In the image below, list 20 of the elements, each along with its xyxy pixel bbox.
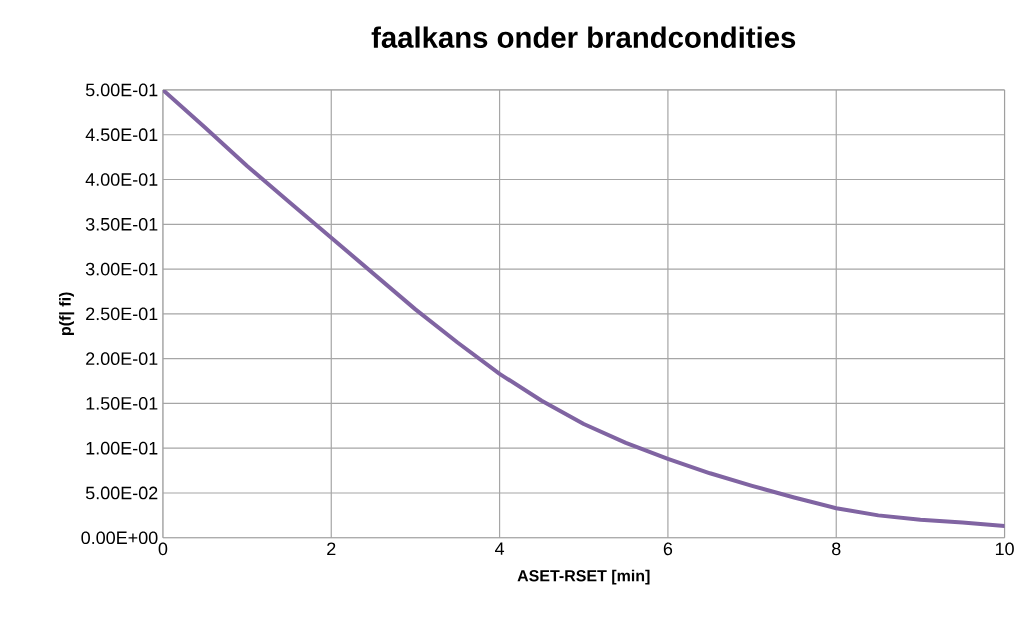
y-tick-label: 4.00E-01: [85, 173, 158, 187]
chart-title: faalkans onder brandcondities: [371, 26, 796, 49]
x-tick-label: 8: [832, 542, 841, 556]
y-tick-label: 3.50E-01: [85, 218, 158, 231]
x-tick-label: 4: [495, 542, 505, 555]
y-axis-title: p(f| fi): [59, 292, 75, 336]
y-tick-label: 2.50E-01: [86, 307, 158, 321]
y-tick-label: 1.50E-01: [86, 397, 158, 410]
y-tick-label: 0.00E+00: [81, 531, 158, 545]
y-tick-label: 1.00E-01: [86, 441, 158, 455]
x-tick-label: 10: [995, 542, 1014, 556]
y-tick-label: 2.00E-01: [86, 352, 158, 366]
x-tick-label: 6: [663, 542, 673, 556]
x-tick-label: 0: [158, 542, 168, 556]
y-tick-label: 5.00E-02: [85, 486, 158, 500]
x-tick-label: 2: [327, 542, 336, 556]
y-tick-label: 5.00E-01: [85, 83, 158, 97]
y-tick-label: 4.50E-01: [85, 128, 158, 142]
y-tick-label: 3.00E-01: [85, 262, 158, 276]
x-axis-title: ASET-RSET [min]: [517, 569, 650, 585]
